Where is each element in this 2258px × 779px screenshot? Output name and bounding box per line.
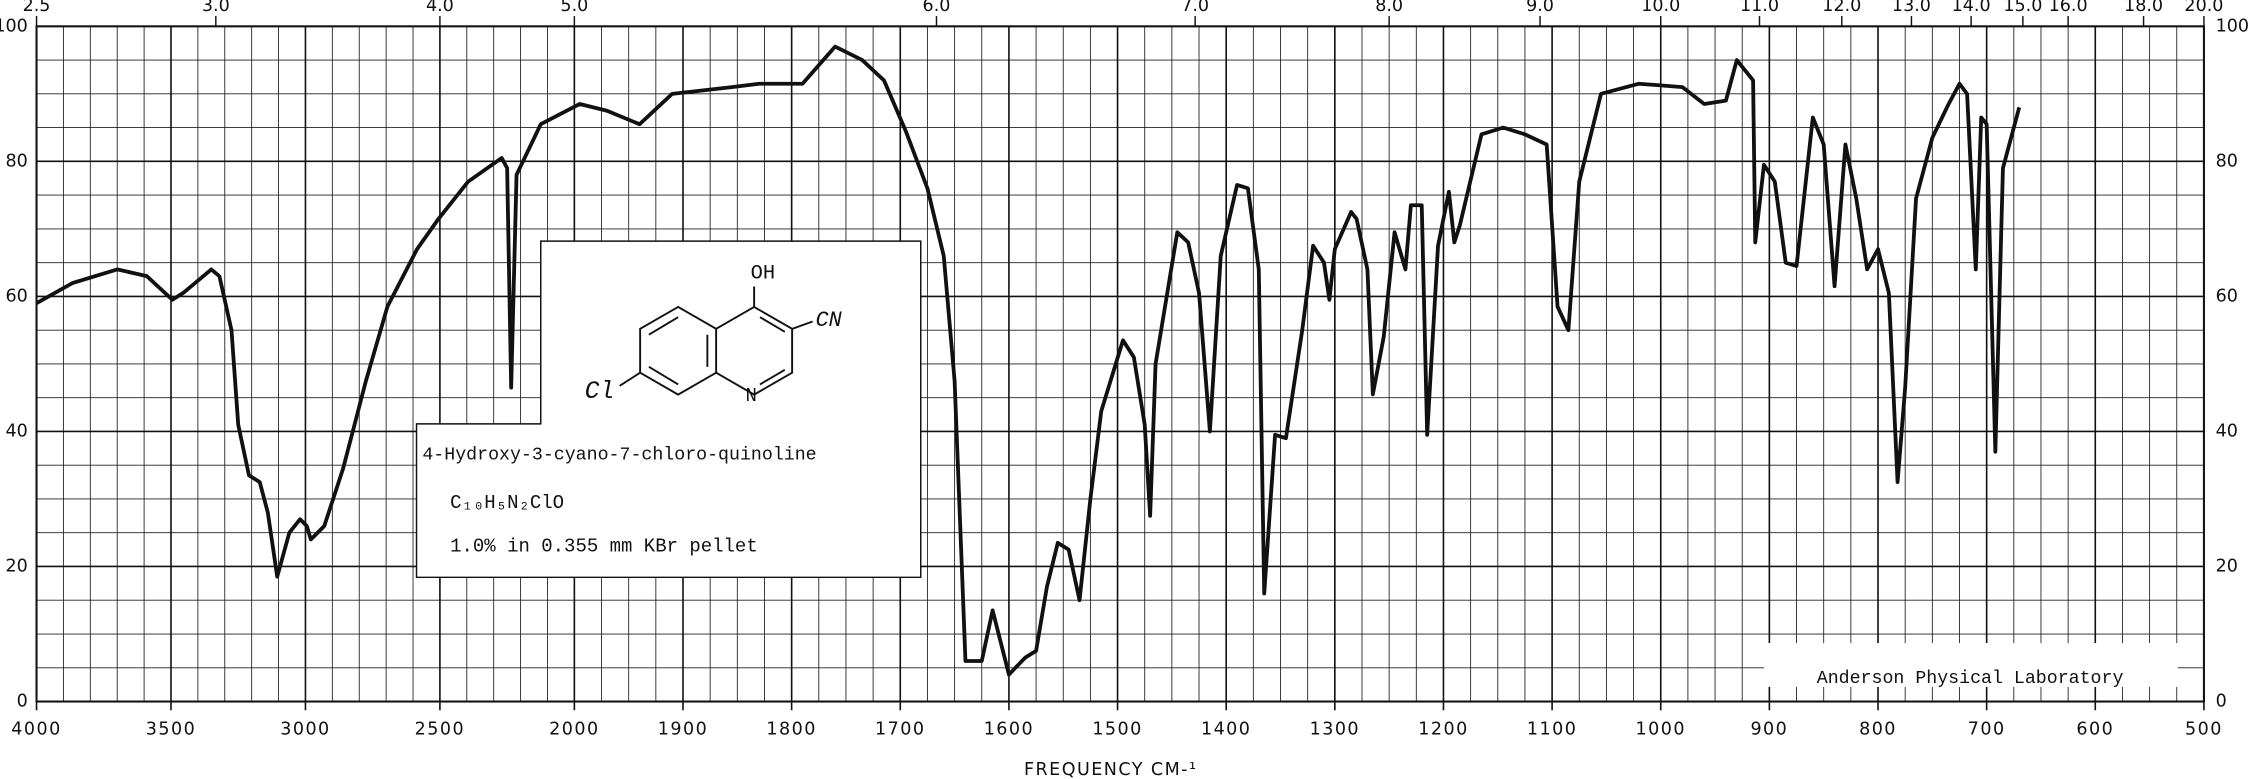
x-tick-label: 2000: [549, 719, 599, 739]
structure-label: Cl: [585, 378, 615, 406]
x-tick-label: 700: [1968, 719, 2006, 739]
lab-name: Anderson Physical Laboratory: [1817, 669, 2124, 689]
y-tick-label-right: 60: [2216, 286, 2238, 306]
y-tick-label: 100: [0, 16, 28, 36]
top-tick-label: 3.0: [202, 0, 230, 16]
top-tick-label: 2.5: [23, 0, 51, 16]
x-tick-label: 800: [1859, 719, 1897, 739]
x-tick-label: 1800: [766, 719, 816, 739]
y-tick-label: 60: [5, 286, 27, 306]
formula: C₁₀H₅N₂ClO: [450, 492, 564, 514]
y-tick-label-right: 20: [2216, 556, 2238, 576]
plot-layer: 0 0 20 20 40 40 60 60 80 80 100 100 4000 3500 3000 2500…: [0, 0, 2249, 739]
x-tick-label: 900: [1750, 719, 1788, 739]
top-tick-label: 16.0: [2049, 0, 2088, 16]
x-tick-label: 2500: [415, 719, 465, 739]
top-tick-label: 11.0: [1740, 0, 1779, 16]
x-tick-label: 1900: [658, 719, 708, 739]
pyridine-ring: [715, 305, 794, 396]
top-tick-label: 8.0: [1375, 0, 1403, 16]
x-tick-label: 1700: [875, 719, 925, 739]
structure-label: OH: [751, 263, 776, 286]
double-bonds: [648, 316, 786, 386]
x-tick-label: 1000: [1636, 719, 1686, 739]
top-tick-label: 15.0: [2003, 0, 2042, 16]
x-tick-label: 1400: [1201, 719, 1251, 739]
substituent-bonds: [619, 286, 813, 387]
x-tick-label: 1500: [1092, 719, 1142, 739]
compound-name: 4-Hydroxy-3-cyano-7-chloro-quinoline: [422, 445, 816, 465]
structure-label: CN: [816, 308, 843, 333]
x-tick-label: 1100: [1527, 719, 1577, 739]
top-tick-label: 4.0: [426, 0, 454, 16]
spectrum-line: [35, 44, 2022, 677]
plot-frame: [35, 25, 2205, 703]
x-tick-label: 4000: [11, 719, 61, 739]
sample-note: 1.0% in 0.355 mm KBr pellet: [450, 536, 758, 558]
top-tick-label: 20.0: [2184, 0, 2223, 16]
y-tick-label: 0: [17, 692, 28, 712]
structure-label: N: [746, 385, 757, 407]
grid: [35, 25, 2205, 711]
x-tick-label: 1300: [1310, 719, 1360, 739]
y-tick-label-right: 0: [2216, 692, 2227, 712]
x-tick-label: 500: [2185, 719, 2223, 739]
info-box: OH CN Cl N 4-Hydroxy-3-cyano-7-chloro-qu…: [415, 240, 922, 579]
x-tick-label: 3500: [146, 719, 196, 739]
x-tick-label: 1600: [984, 719, 1034, 739]
lab-box: [1764, 643, 2178, 687]
top-tick-label: 9.0: [1526, 0, 1554, 16]
x-tick-label: 3000: [280, 719, 330, 739]
top-tick-label: 13.0: [1892, 0, 1931, 16]
info-box-frame: [415, 240, 922, 579]
top-tick-label: 18.0: [2124, 0, 2163, 16]
top-tick-label: 7.0: [1181, 0, 1209, 16]
y-tick-label-right: 80: [2216, 151, 2238, 171]
top-tick-label: 10.0: [1641, 0, 1680, 16]
structure: [619, 286, 813, 396]
y-tick-label: 80: [5, 151, 27, 171]
y-tick-label: 40: [5, 421, 27, 441]
y-tick-label: 20: [5, 556, 27, 576]
top-tick-label: 14.0: [1952, 0, 1991, 16]
top-tick-label: 5.0: [560, 0, 588, 16]
x-axis-title: FREQUENCY CM-¹: [1024, 760, 1197, 779]
top-tick-label: 12.0: [1822, 0, 1861, 16]
x-tick-label: 600: [2076, 719, 2114, 739]
top-tick-label: 6.0: [923, 0, 951, 16]
y-tick-label-right: 40: [2216, 421, 2238, 441]
x-tick-label: 1200: [1418, 719, 1468, 739]
y-tick-label-right: 100: [2216, 16, 2249, 36]
